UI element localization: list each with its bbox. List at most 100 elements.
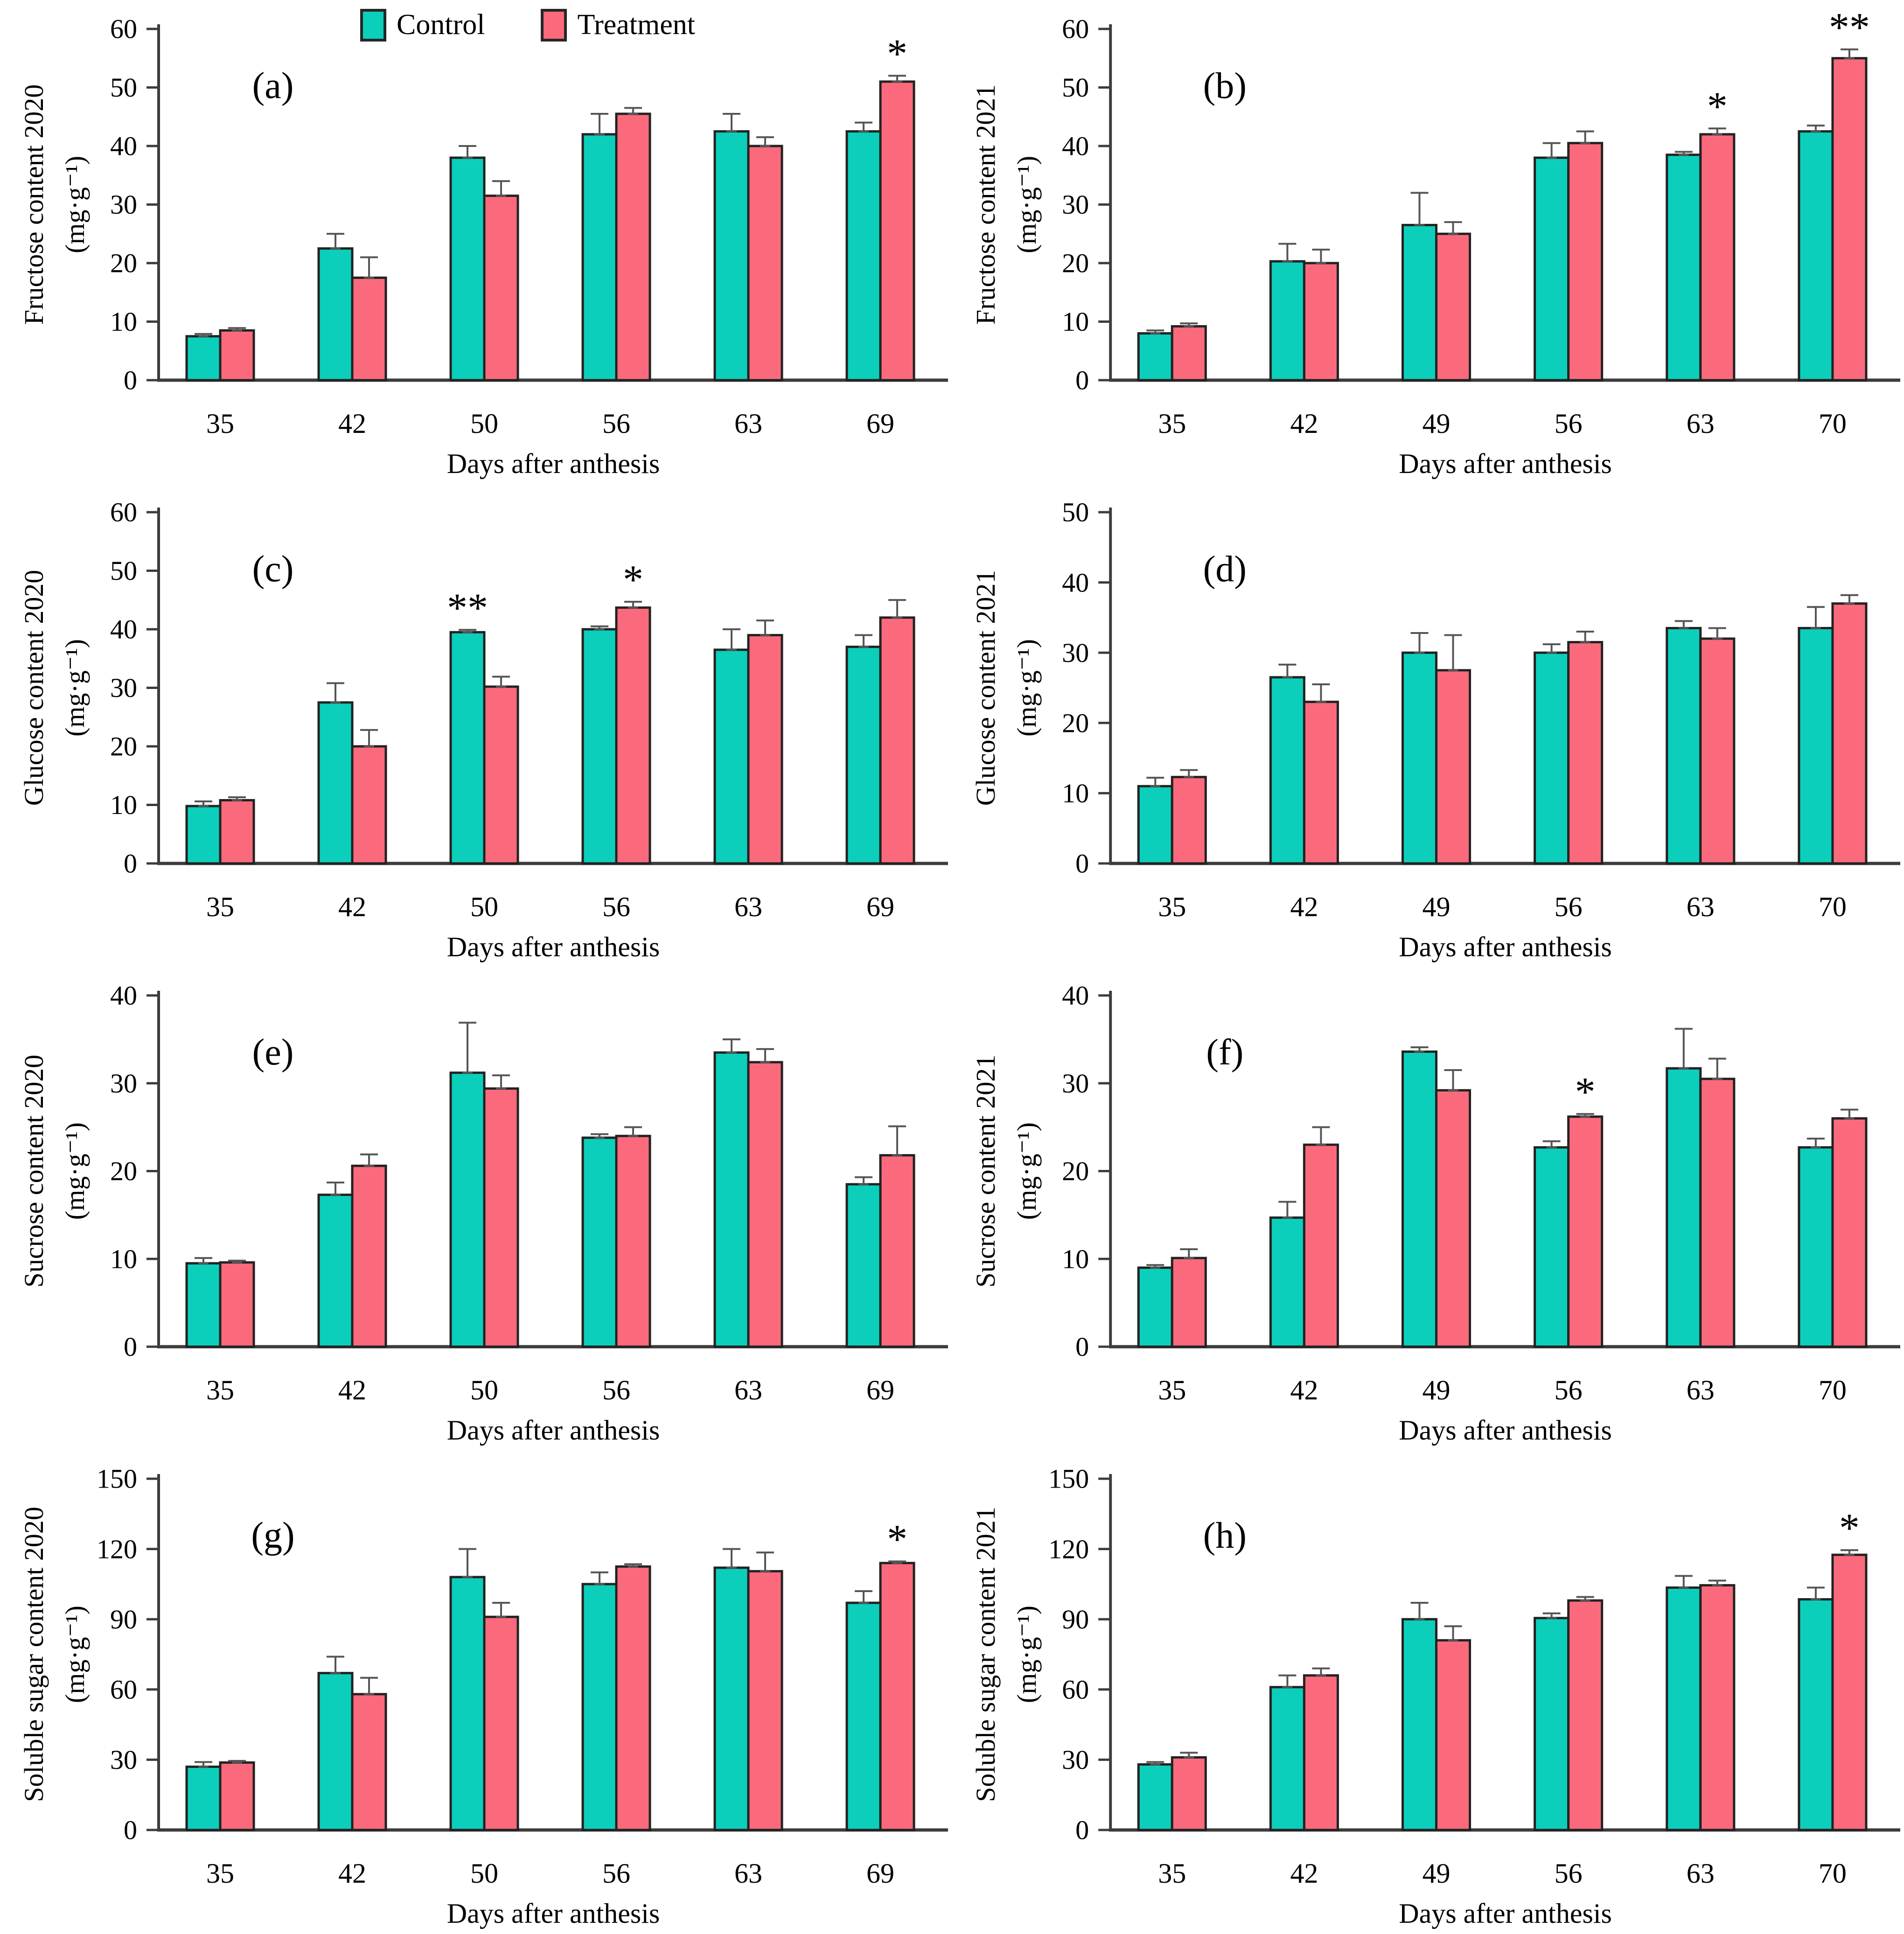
- panel-h: 0 30 60 90 120 150 35 42 49 56 63 70 * Days after ant…: [952, 1450, 1904, 1933]
- bar-control: [317, 1193, 354, 1348]
- bar-treatment: [1831, 602, 1868, 865]
- y-tick-label: 30: [110, 673, 137, 703]
- significance-marker: **: [447, 585, 488, 631]
- x-axis-title: Days after anthesis: [447, 1415, 660, 1446]
- bar-treatment: [747, 634, 783, 865]
- bar-control: [713, 648, 750, 865]
- bar-treatment: [1435, 232, 1472, 382]
- x-tick-label: 50: [470, 1375, 498, 1405]
- x-tick-label: 56: [1555, 891, 1583, 922]
- x-tick-label: 69: [866, 1375, 894, 1405]
- y-axis-unit: (mg·g⁻¹): [1011, 639, 1042, 737]
- x-tick-label: 42: [338, 891, 366, 922]
- bar-control: [713, 1566, 750, 1831]
- bar-control: [317, 701, 354, 865]
- panel-e: 0 10 20 30 40 35 42 50 56 63 69 Days after anthesis…: [0, 967, 952, 1450]
- panel-c: 0 10 20 30 40 50 60 35 42 50 56 63 69 ** * Days after a…: [0, 483, 952, 967]
- legend-label-treatment: Treatment: [577, 9, 696, 41]
- bar-treatment: [1567, 1115, 1604, 1348]
- y-tick-label: 10: [1062, 1244, 1089, 1274]
- bar-treatment: [1303, 701, 1339, 865]
- y-tick-label: 20: [110, 248, 137, 278]
- bar-treatment: [1303, 262, 1339, 382]
- x-tick-label: 56: [1555, 408, 1583, 439]
- bar-control: [713, 1051, 750, 1348]
- bar-treatment: [879, 1154, 915, 1348]
- y-tick-label: 30: [110, 189, 137, 220]
- chart-svg: 0 30 60 90 120 150 35 42 50 56 63 69 * Days after ant…: [19, 1464, 948, 1929]
- panel-letter: (a): [252, 65, 294, 106]
- bar-treatment: [747, 1570, 783, 1831]
- x-axis-title: Days after anthesis: [1399, 932, 1612, 962]
- bar-control: [1798, 1146, 1834, 1348]
- x-tick-label: 69: [866, 891, 894, 922]
- x-tick-label: 50: [470, 891, 498, 922]
- bar-control: [845, 130, 882, 382]
- y-axis-unit: (mg·g⁻¹): [1011, 156, 1042, 253]
- x-tick-label: 35: [1158, 1375, 1186, 1405]
- panel-f: 0 10 20 30 40 35 42 49 56 63 70 * Days after anthesi…: [952, 967, 1904, 1450]
- bar-control: [317, 247, 354, 382]
- bar-control: [1534, 1617, 1570, 1831]
- x-tick-label: 56: [1555, 1858, 1583, 1889]
- y-tick-label: 0: [1075, 1332, 1089, 1362]
- y-tick-label: 10: [1062, 778, 1089, 808]
- chart-svg: 0 30 60 90 120 150 35 42 49 56 63 70 * Days after ant…: [970, 1464, 1900, 1929]
- y-tick-label: 50: [1062, 72, 1089, 103]
- x-tick-label: 42: [338, 1858, 366, 1889]
- bar-treatment: [1831, 1553, 1868, 1831]
- y-axis-unit: (mg·g⁻¹): [60, 1122, 90, 1220]
- bar-control: [1666, 1067, 1702, 1348]
- y-tick-label: 50: [110, 72, 137, 103]
- bar-treatment: [615, 1134, 651, 1348]
- y-tick-label: 40: [110, 981, 137, 1011]
- bar-treatment: [615, 606, 651, 865]
- y-tick-label: 30: [1062, 189, 1089, 220]
- y-axis-unit: (mg·g⁻¹): [60, 1606, 90, 1703]
- bar-treatment: [1435, 1089, 1472, 1348]
- y-tick-label: 30: [110, 1068, 137, 1099]
- bar-treatment: [483, 685, 519, 865]
- significance-marker: *: [1839, 1506, 1860, 1551]
- bar-treatment: [879, 616, 915, 865]
- bar-treatment: [1567, 142, 1604, 382]
- y-tick-label: 10: [1062, 306, 1089, 337]
- bar-control: [1137, 332, 1173, 382]
- y-axis-title: Sucrose content 2020: [19, 1055, 49, 1287]
- bar-treatment: [483, 1087, 519, 1348]
- bar-treatment: [219, 1761, 255, 1831]
- panel-b: 0 10 20 30 40 50 60 35 42 49 56 63 70 * ** Days after a…: [952, 0, 1904, 483]
- bar-control: [1798, 1598, 1834, 1831]
- y-tick-label: 30: [1062, 638, 1089, 668]
- bar-control: [449, 156, 486, 382]
- bar-control: [1798, 130, 1834, 382]
- x-tick-label: 63: [734, 891, 762, 922]
- x-tick-label: 70: [1819, 1375, 1847, 1405]
- bar-control: [1137, 1763, 1173, 1831]
- x-tick-label: 70: [1819, 891, 1847, 922]
- y-tick-label: 20: [1062, 248, 1089, 278]
- y-tick-label: 60: [110, 1675, 137, 1705]
- y-tick-label: 60: [1062, 1675, 1089, 1705]
- x-tick-label: 56: [602, 408, 630, 439]
- panel-letter: (h): [1203, 1515, 1247, 1556]
- bar-treatment: [1699, 1584, 1736, 1831]
- y-tick-label: 0: [124, 849, 137, 879]
- y-tick-label: 30: [1062, 1745, 1089, 1775]
- y-axis-title: Fructose content 2021: [970, 84, 1001, 325]
- bar-control: [1666, 153, 1702, 382]
- bar-treatment: [615, 112, 651, 382]
- x-tick-label: 70: [1819, 408, 1847, 439]
- significance-marker: *: [887, 1517, 907, 1562]
- x-tick-label: 49: [1423, 1858, 1451, 1889]
- bar-treatment: [219, 1261, 255, 1348]
- y-tick-label: 60: [110, 497, 137, 528]
- x-tick-label: 35: [206, 891, 234, 922]
- bar-treatment: [219, 329, 255, 382]
- x-tick-label: 56: [602, 891, 630, 922]
- bar-control: [1401, 223, 1438, 382]
- x-tick-label: 56: [1555, 1375, 1583, 1405]
- y-tick-label: 0: [1075, 365, 1089, 396]
